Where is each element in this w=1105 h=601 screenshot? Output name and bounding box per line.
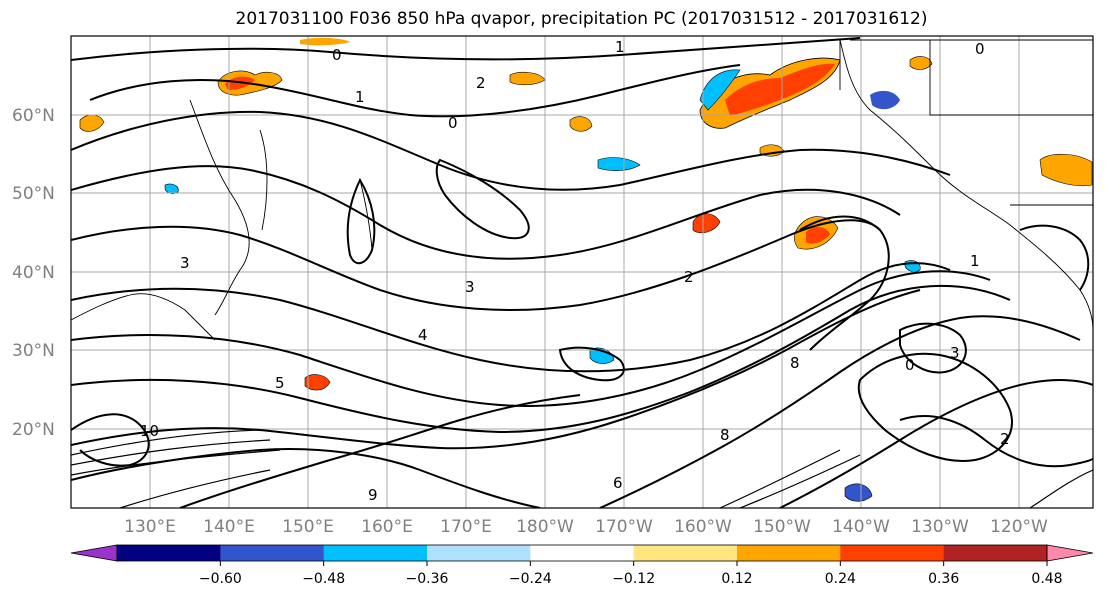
map-frame <box>70 35 1094 509</box>
contour-label: 2 <box>1000 430 1010 448</box>
colorbar-tick-label: 0.12 <box>721 571 752 587</box>
lat-labels: 60°N 50°N 40°N 30°N 20°N <box>12 106 55 440</box>
contour-label: 5 <box>275 374 285 392</box>
lon-label: 150°E <box>282 517 334 537</box>
lon-label: 160°W <box>674 517 732 537</box>
colorbar-tick-label: −0.12 <box>612 571 655 587</box>
lat-label: 40°N <box>12 263 55 283</box>
lon-labels: 130°E 140°E 150°E 160°E 170°E 180°W 170°… <box>124 517 1048 537</box>
lon-label: 180°W <box>516 517 574 537</box>
lat-label: 20°N <box>12 420 55 440</box>
qvapor-contours <box>71 37 1093 508</box>
colorbar-segment <box>323 545 428 561</box>
lon-label: 150°W <box>753 517 811 537</box>
colorbar-tick-label: 0.24 <box>825 571 856 587</box>
lon-label: 170°E <box>440 517 492 537</box>
contour-label: 0 <box>332 46 342 64</box>
contour-labels: 0 1 2 0 1 2 3 3 4 5 6 8 10 0 1 3 2 0 9 8 <box>140 38 1010 504</box>
colorbar-extend-high <box>1047 545 1093 561</box>
contour-label: 1 <box>615 38 625 56</box>
lon-label: 120°W <box>990 517 1048 537</box>
lon-label: 170°W <box>595 517 653 537</box>
contour-label: 3 <box>950 344 960 362</box>
colorbar-tick-label: −0.48 <box>302 571 345 587</box>
coastlines <box>71 39 1093 341</box>
lat-label: 60°N <box>12 106 55 126</box>
contour-label: 4 <box>418 326 428 344</box>
contour-label: 3 <box>465 278 475 296</box>
dense-contours <box>71 429 1093 508</box>
contour-label: 9 <box>368 486 378 504</box>
contour-label: 8 <box>720 426 730 444</box>
contour-label: 6 <box>613 474 623 492</box>
contour-label: 1 <box>355 88 365 106</box>
colorbar-tick-label: 0.36 <box>928 571 959 587</box>
colorbar-segment <box>840 545 945 561</box>
colorbar-segment <box>220 545 325 561</box>
contour-label: 3 <box>180 254 190 272</box>
colorbar-tick-label: −0.24 <box>509 571 552 587</box>
contour-label: 10 <box>140 422 159 440</box>
lat-label: 50°N <box>12 184 55 204</box>
plot-title: 2017031100 F036 850 hPa qvapor, precipit… <box>235 9 928 29</box>
contour-label: 0 <box>905 356 915 374</box>
colorbar-segment <box>737 545 841 561</box>
colorbar-extend-low <box>71 545 117 561</box>
contour-label: 8 <box>790 354 800 372</box>
colorbar-segment <box>117 545 221 561</box>
colorbar-segment <box>530 545 635 561</box>
lon-label: 140°W <box>832 517 890 537</box>
colorbar-segment <box>943 545 1048 561</box>
contour-label: 2 <box>476 74 486 92</box>
colorbar-segment <box>633 545 738 561</box>
lat-label: 30°N <box>12 341 55 361</box>
contour-label: 0 <box>975 40 985 58</box>
contour-label: 0 <box>448 114 458 132</box>
colorbar-tick-label: −0.60 <box>199 571 242 587</box>
colorbar-tick-label: 0.48 <box>1031 571 1062 587</box>
lon-label: 140°E <box>203 517 255 537</box>
lon-label: 130°W <box>911 517 969 537</box>
colorbar-segment <box>427 545 531 561</box>
colorbar-tick-label: −0.36 <box>406 571 449 587</box>
contour-label: 1 <box>970 252 980 270</box>
contour-label: 2 <box>684 268 694 286</box>
lon-label: 130°E <box>124 517 176 537</box>
precip-shading <box>79 37 1093 502</box>
colorbar: −0.60 −0.48 −0.36 −0.24 −0.12 0.12 0.24 0.36 0.4… <box>70 544 1094 587</box>
lon-label: 160°E <box>361 517 413 537</box>
